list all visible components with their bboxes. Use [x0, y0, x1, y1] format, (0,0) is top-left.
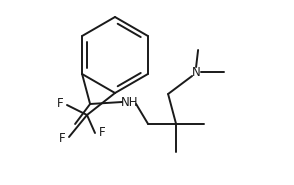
Text: F: F — [99, 127, 105, 139]
Text: F: F — [59, 132, 65, 145]
Text: N: N — [192, 65, 201, 78]
Text: NH: NH — [121, 95, 139, 108]
Text: F: F — [57, 97, 63, 110]
